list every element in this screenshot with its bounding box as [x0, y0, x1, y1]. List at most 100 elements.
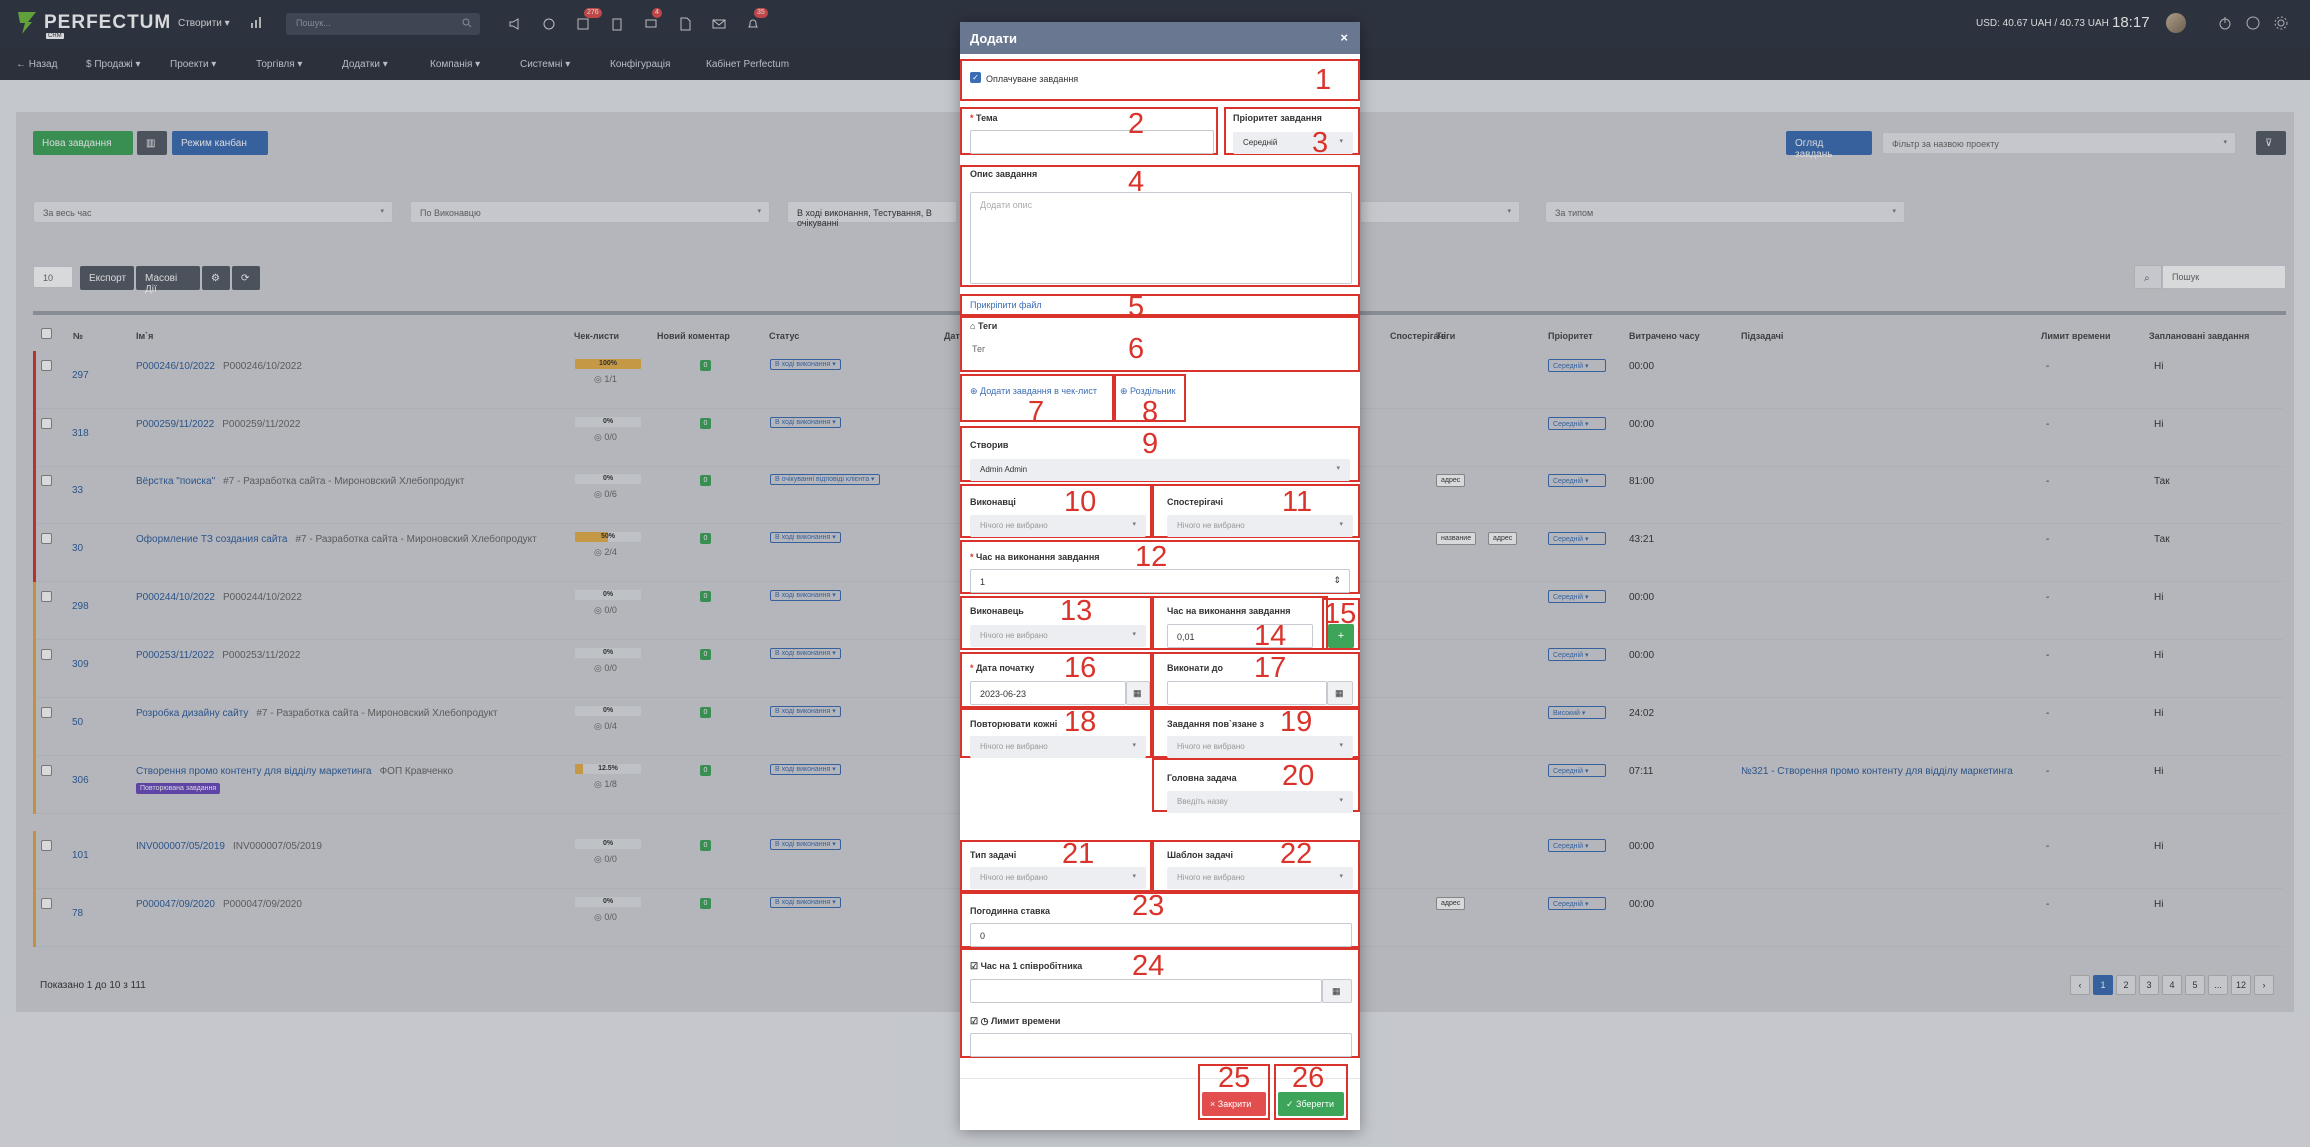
col-status[interactable]: Статус [769, 331, 800, 341]
col-priority[interactable]: Пріоритет [1548, 331, 1593, 341]
status-select[interactable]: В ході виконання ▾ [770, 417, 841, 428]
table-search-input[interactable]: Пошук [2162, 265, 2286, 289]
row-title[interactable]: P000246/10/2022 [136, 361, 215, 372]
col-tags[interactable]: Теги [1436, 331, 1456, 341]
row-title[interactable]: Розробка дизайну сайту [136, 708, 249, 719]
filter-status[interactable]: В ході виконання, Тестування, В очікуван… [787, 201, 957, 228]
col-spent[interactable]: Витрачено часу [1629, 331, 1700, 341]
row-name[interactable]: P000244/10/2022 P000244/10/2022 [136, 592, 302, 603]
megaphone-icon[interactable] [498, 14, 532, 34]
executor-select[interactable]: Нічого не вибрано ▾ [970, 625, 1146, 647]
row-checkbox[interactable] [41, 840, 52, 851]
tag-badge[interactable]: адрес [1436, 474, 1466, 487]
filter-executor[interactable]: По Виконавцю ▾ [410, 201, 770, 223]
row-number[interactable]: 298 [72, 601, 89, 612]
filter-button[interactable]: ⊽ [2256, 131, 2286, 155]
row-title[interactable]: P000244/10/2022 [136, 592, 215, 603]
row-number[interactable]: 33 [72, 485, 84, 496]
avatar[interactable] [2166, 13, 2186, 33]
row-title[interactable]: Оформление ТЗ создания сайта [136, 534, 288, 545]
row-name[interactable]: P000259/11/2022 P000259/11/2022 [136, 419, 300, 430]
repeat-select[interactable]: Нічого не вибрано ▾ [970, 736, 1146, 758]
bell-icon[interactable]: 35 [736, 8, 770, 34]
task-type-select[interactable]: Нічого не вибрано ▾ [970, 867, 1146, 889]
status-select[interactable]: В ході виконання ▾ [770, 590, 841, 601]
exec-time-input[interactable]: 0,01 [1167, 624, 1313, 648]
stepper-icon[interactable]: ⇕ [1333, 575, 1341, 585]
per-employee-input[interactable] [970, 979, 1322, 1003]
page-button[interactable]: 1 [2093, 975, 2113, 995]
status-select[interactable]: В очікуванні відповіді клієнта ▾ [770, 474, 880, 485]
col-planned[interactable]: Заплановані завдання [2149, 331, 2250, 341]
tasks-icon[interactable]: 276 [566, 8, 602, 34]
status-select[interactable]: В ході виконання ▾ [770, 532, 841, 543]
row-number[interactable]: 101 [72, 850, 89, 861]
col-date[interactable]: Дата [944, 331, 965, 341]
row-checkbox[interactable] [41, 591, 52, 602]
page-button[interactable]: 3 [2139, 975, 2159, 995]
row-title[interactable]: P000253/11/2022 [136, 650, 215, 661]
priority-select[interactable]: Середній ▾ [1233, 132, 1353, 154]
page-button[interactable]: ‹ [2070, 975, 2090, 995]
add-executor-button[interactable]: + [1328, 624, 1354, 648]
status-select[interactable]: В ході виконання ▾ [770, 706, 841, 717]
nav-item-company[interactable]: Компанія ▾ [430, 59, 481, 70]
row-name[interactable]: P000253/11/2022 P000253/11/2022 [136, 650, 300, 661]
linked-select[interactable]: Нічого не вибрано ▾ [1167, 736, 1353, 758]
row-number[interactable]: 318 [72, 428, 89, 439]
time-limit-input[interactable] [970, 1033, 1352, 1057]
due-date-input[interactable] [1167, 681, 1327, 705]
select-all-checkbox[interactable] [41, 328, 52, 339]
per-page-select[interactable]: 10 [33, 266, 73, 288]
subject-input[interactable] [970, 130, 1214, 154]
comments-icon[interactable]: 4 [634, 8, 668, 34]
col-observers[interactable]: Спостерігачі [1390, 331, 1446, 341]
add-checklist-link[interactable]: ⊕ Додати завдання в чек-лист [970, 386, 1097, 396]
row-name[interactable]: P000246/10/2022 P000246/10/2022 [136, 361, 302, 372]
status-select[interactable]: В ході виконання ▾ [770, 897, 841, 908]
settings-icon[interactable] [2274, 16, 2288, 33]
page-button[interactable]: 4 [2162, 975, 2182, 995]
priority-select[interactable]: Середній ▾ [1548, 839, 1606, 852]
brand[interactable]: PERFECTUM CRM [16, 10, 171, 39]
priority-select[interactable]: Середній ▾ [1548, 648, 1606, 661]
filter-type[interactable]: За типом ▾ [1545, 201, 1905, 223]
executors-select[interactable]: Нічого не вибрано ▾ [970, 515, 1146, 537]
table-search-icon[interactable]: ⌕ [2134, 265, 2162, 289]
nav-item-trade[interactable]: Торгівля ▾ [256, 59, 303, 70]
row-title[interactable]: P000259/11/2022 [136, 419, 215, 430]
nav-item-addons[interactable]: Додатки ▾ [342, 59, 388, 70]
row-checkbox[interactable] [41, 475, 52, 486]
file-icon[interactable] [668, 14, 702, 34]
new-task-button[interactable]: Нова завдання [33, 131, 133, 155]
tag-badge[interactable]: название [1436, 532, 1477, 545]
calendar-icon[interactable]: ▦ [1327, 681, 1353, 705]
priority-select[interactable]: Середній ▾ [1548, 532, 1606, 545]
description-textarea[interactable]: Додати опис [970, 192, 1352, 284]
row-name[interactable]: Оформление ТЗ создания сайта #7 - Разрабо… [136, 534, 537, 545]
checkbox-icon[interactable]: ☑ [970, 1016, 981, 1026]
overview-button[interactable]: Огляд завдань [1786, 131, 1872, 160]
save-button[interactable]: ✓ Зберегти [1278, 1092, 1344, 1116]
row-checkbox[interactable] [41, 898, 52, 909]
row-number[interactable]: 50 [72, 717, 84, 728]
priority-select[interactable]: Середній ▾ [1548, 897, 1606, 910]
chat-icon[interactable] [532, 14, 566, 34]
calendar-icon[interactable]: ▦ [1322, 979, 1352, 1003]
page-button[interactable]: › [2254, 975, 2274, 995]
filter-extra[interactable]: ▾ [1360, 201, 1520, 223]
create-menu[interactable]: Створити ▾ [178, 18, 230, 29]
row-number[interactable]: 309 [72, 659, 89, 670]
row-number[interactable]: 306 [72, 775, 89, 786]
row-name[interactable]: INV000007/05/2019 INV000007/05/2019 [136, 841, 322, 852]
row-number[interactable]: 297 [72, 370, 89, 381]
mass-actions-button[interactable]: Масові Дії [136, 266, 200, 295]
tag-badge[interactable]: адрес [1488, 532, 1518, 545]
col-number[interactable]: № [73, 331, 84, 341]
template-select[interactable]: Нічого не вибрано ▾ [1167, 867, 1353, 889]
priority-select[interactable]: Середній ▾ [1548, 590, 1606, 603]
page-button[interactable]: 5 [2185, 975, 2205, 995]
nav-item-config[interactable]: Конфігурація [610, 59, 671, 70]
clipboard-icon[interactable] [600, 14, 634, 34]
creator-select[interactable]: Admin Admin ▾ [970, 459, 1350, 481]
